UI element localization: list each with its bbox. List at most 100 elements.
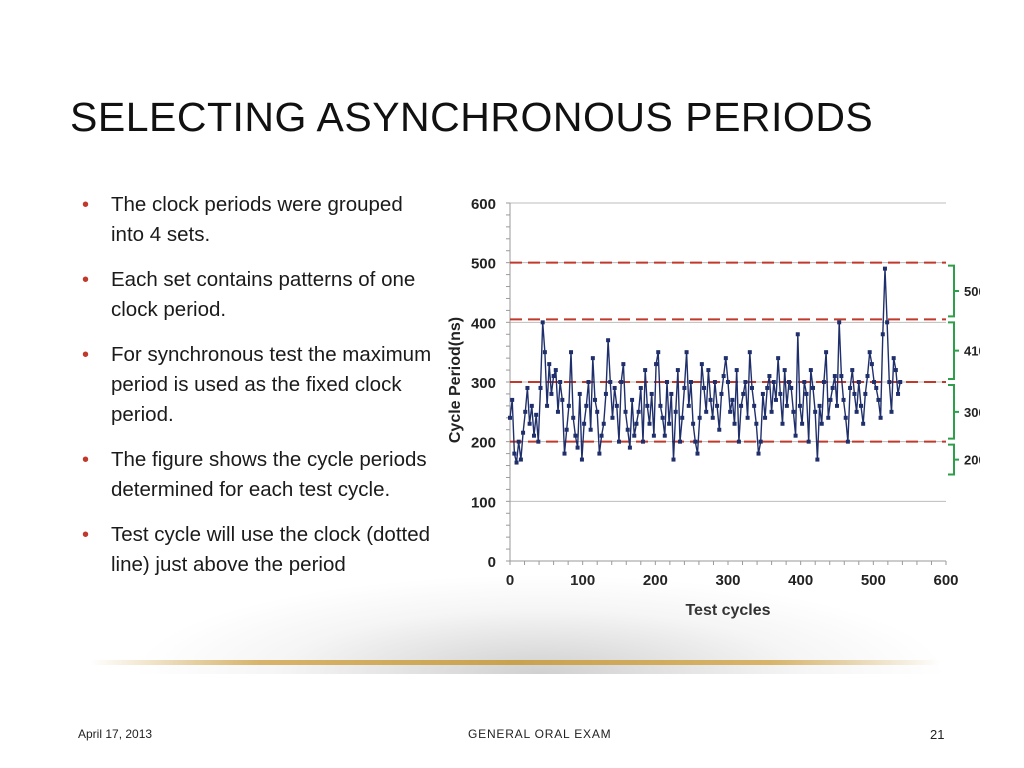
data-point: [599, 433, 604, 438]
data-point: [898, 380, 903, 384]
data-point: [710, 415, 715, 420]
data-point: [708, 397, 713, 402]
data-point: [865, 374, 870, 379]
data-point: [719, 391, 724, 396]
data-point: [534, 412, 539, 417]
data-point: [893, 368, 898, 373]
data-point: [776, 356, 781, 361]
data-point: [645, 403, 650, 408]
data-point: [527, 421, 532, 426]
data-point: [778, 391, 783, 396]
data-point: [625, 427, 630, 432]
data-point: [747, 350, 752, 355]
data-point: [730, 397, 735, 402]
data-point: [693, 439, 698, 444]
data-point: [516, 439, 521, 444]
series-line: [508, 266, 903, 465]
data-point: [702, 385, 707, 390]
data-point: [806, 439, 811, 444]
data-point: [545, 403, 550, 408]
bullet-dot-icon: •: [82, 524, 90, 546]
data-point: [547, 362, 552, 367]
data-point: [610, 415, 615, 420]
data-point: [882, 266, 887, 271]
bullet-list: • The clock periods were grouped into 4 s…: [80, 190, 440, 595]
data-point: [876, 397, 881, 402]
period-bracket: [948, 443, 959, 476]
data-point: [536, 439, 541, 444]
data-point: [712, 380, 717, 384]
data-point: [695, 451, 700, 456]
data-point: [671, 457, 676, 462]
data-point: [678, 439, 683, 444]
data-point: [577, 391, 582, 396]
data-point: [896, 391, 901, 396]
data-point: [826, 415, 831, 420]
data-point: [736, 439, 741, 444]
data-point: [562, 451, 567, 456]
bullet-text: The figure shows the cycle periods deter…: [111, 448, 427, 501]
data-point: [743, 380, 748, 384]
data-point: [551, 374, 556, 379]
data-point: [579, 457, 584, 462]
data-point: [647, 421, 652, 426]
data-point: [832, 374, 837, 379]
data-point: [878, 415, 883, 420]
data-point: [688, 380, 693, 384]
data-point: [636, 409, 641, 414]
data-point: [767, 374, 772, 379]
y-tick-label: 200: [471, 435, 496, 452]
data-point: [811, 385, 816, 390]
bullet-dot-icon: •: [82, 344, 90, 366]
data-point: [717, 427, 722, 432]
x-tick-label: 200: [643, 572, 668, 589]
data-point: [649, 391, 654, 396]
period-bracket: [948, 384, 959, 440]
data-point: [782, 368, 787, 373]
data-point: [741, 391, 746, 396]
data-point: [726, 380, 730, 384]
data-point: [634, 421, 639, 426]
x-tick-label: 600: [933, 572, 958, 589]
data-point: [828, 397, 833, 402]
data-point: [704, 409, 709, 414]
data-point: [523, 409, 528, 414]
data-point: [540, 320, 545, 325]
data-point: [821, 380, 826, 384]
chart-gridlines: [510, 202, 946, 502]
data-point: [835, 403, 839, 408]
data-point: [756, 451, 761, 456]
tick-labels: 0 100 200 300 400 500 600 0 100 200 300 400 500 600: [471, 196, 959, 589]
data-point: [673, 409, 678, 414]
data-point: [745, 415, 750, 420]
data-point: [739, 403, 744, 408]
data-point: [734, 368, 739, 373]
data-point: [603, 391, 608, 396]
data-point: [874, 385, 879, 390]
data-point: [880, 332, 885, 337]
cycle-period-chart: 500 410 300 200 0 100 200 300 400 500 600 0 100 200 3…: [447, 196, 980, 619]
data-point: [573, 433, 578, 438]
page-number: 21: [930, 727, 945, 742]
data-point: [597, 451, 602, 456]
data-point: [813, 409, 818, 414]
data-point: [542, 350, 547, 355]
data-point: [601, 421, 606, 426]
data-point: [769, 409, 774, 414]
data-point: [891, 356, 896, 361]
data-point: [845, 439, 850, 444]
data-point: [763, 415, 768, 420]
data-point: [854, 409, 859, 414]
data-point: [660, 415, 665, 420]
period-bracket-label: 300: [964, 405, 980, 420]
y-axis-label: Cycle Period(ns): [447, 317, 464, 443]
data-point: [804, 391, 809, 396]
data-point: [529, 403, 534, 408]
data-point: [889, 409, 894, 414]
y-tick-label: 100: [471, 494, 496, 511]
data-point: [784, 403, 789, 408]
data-point: [793, 433, 798, 438]
data-point: [758, 439, 763, 444]
data-point: [510, 397, 515, 402]
data-point: [850, 368, 855, 373]
